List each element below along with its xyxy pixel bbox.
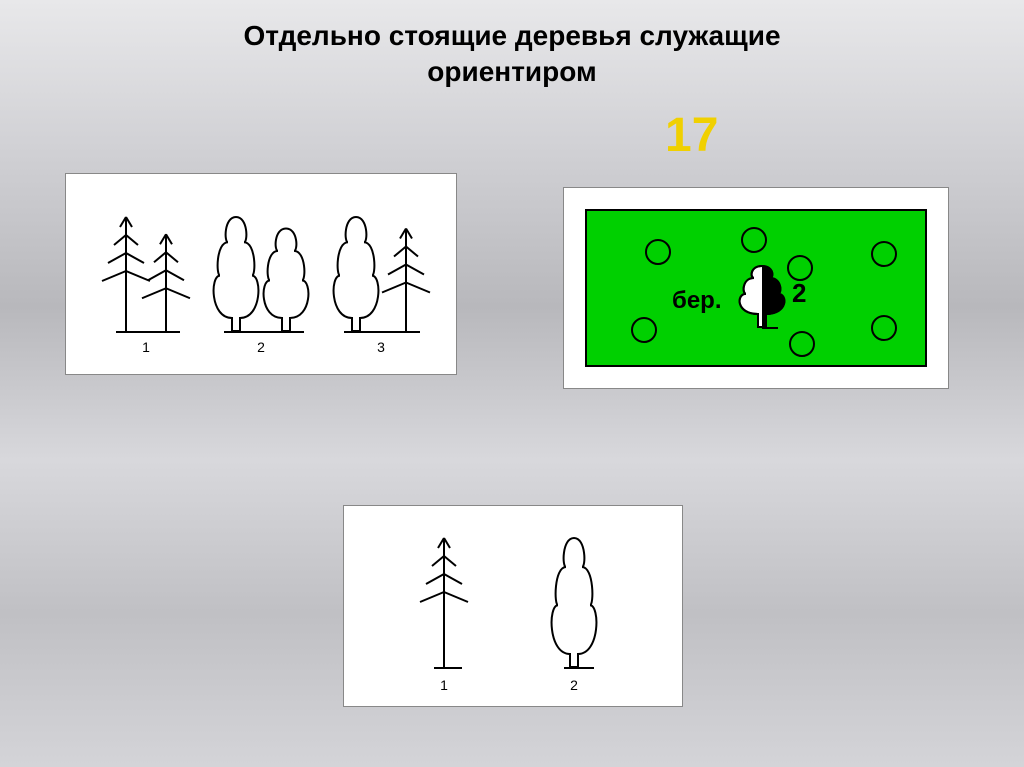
svg-text:1: 1 xyxy=(440,677,448,693)
slide-number: 17 xyxy=(665,108,718,163)
map-patch-svg: бер. 2 xyxy=(564,188,948,388)
svg-text:2: 2 xyxy=(570,677,578,693)
tree-symbols-pair: 12 xyxy=(344,506,682,706)
svg-text:1: 1 xyxy=(142,339,150,355)
title-line-2: ориентиром xyxy=(427,56,596,87)
panel-tree-types: 1 2 3 xyxy=(65,173,457,375)
panel-single-trees: 12 xyxy=(343,505,683,707)
svg-text:3: 3 xyxy=(377,339,385,355)
svg-text:2: 2 xyxy=(257,339,265,355)
svg-text:2: 2 xyxy=(792,278,806,308)
svg-text:бер.: бер. xyxy=(672,287,722,314)
title-line-1: Отдельно стоящие деревья служащие xyxy=(243,20,780,51)
panel-map-patch: бер. 2 xyxy=(563,187,949,389)
tree-symbols-row: 1 2 3 xyxy=(66,174,456,374)
page-title: Отдельно стоящие деревья служащие ориент… xyxy=(0,18,1024,91)
